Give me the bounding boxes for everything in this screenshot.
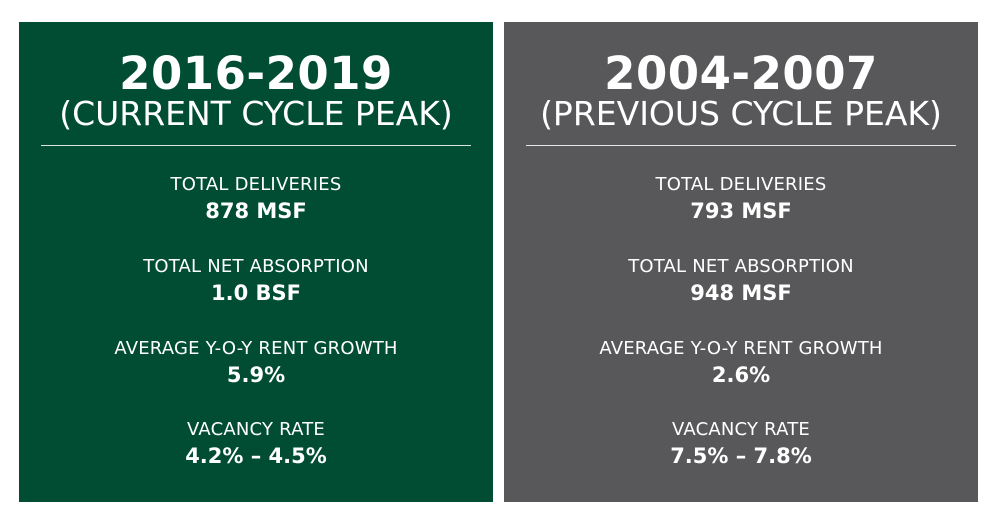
stat-vacancy-rate: VACANCY RATE 4.2% – 4.5%	[19, 419, 493, 469]
panel-year-range: 2004-2007	[604, 47, 878, 100]
stat-total-deliveries: TOTAL DELIVERIES 793 MSF	[504, 174, 978, 224]
panel-subtitle: (CURRENT CYCLE PEAK)	[59, 94, 453, 133]
stat-value: 878 MSF	[205, 199, 307, 223]
stat-label: TOTAL NET ABSORPTION	[628, 256, 854, 277]
stat-vacancy-rate: VACANCY RATE 7.5% – 7.8%	[504, 419, 978, 469]
previous-cycle-panel: 2004-2007 (PREVIOUS CYCLE PEAK) TOTAL DE…	[504, 22, 978, 502]
stat-average-rent-growth: AVERAGE Y-O-Y RENT GROWTH 5.9%	[19, 338, 493, 388]
stat-label: VACANCY RATE	[672, 419, 810, 440]
stat-average-rent-growth: AVERAGE Y-O-Y RENT GROWTH 2.6%	[504, 338, 978, 388]
stat-value: 1.0 BSF	[211, 281, 301, 305]
stat-label: TOTAL DELIVERIES	[170, 174, 342, 195]
stat-label: AVERAGE Y-O-Y RENT GROWTH	[114, 338, 398, 359]
stat-total-deliveries: TOTAL DELIVERIES 878 MSF	[19, 174, 493, 224]
current-cycle-panel: 2016-2019 (CURRENT CYCLE PEAK) TOTAL DEL…	[19, 22, 493, 502]
stat-value: 4.2% – 4.5%	[185, 444, 327, 468]
stat-value: 5.9%	[226, 363, 286, 387]
stat-value: 2.6%	[711, 363, 771, 387]
stat-label: TOTAL NET ABSORPTION	[143, 256, 369, 277]
stat-value: 793 MSF	[690, 199, 792, 223]
stat-label: AVERAGE Y-O-Y RENT GROWTH	[599, 338, 883, 359]
panel-subtitle: (PREVIOUS CYCLE PEAK)	[540, 94, 942, 133]
stat-value: 948 MSF	[690, 281, 792, 305]
panel-divider	[526, 145, 956, 146]
stat-total-net-absorption: TOTAL NET ABSORPTION 1.0 BSF	[19, 256, 493, 306]
stat-total-net-absorption: TOTAL NET ABSORPTION 948 MSF	[504, 256, 978, 306]
stat-label: TOTAL DELIVERIES	[655, 174, 827, 195]
stat-label: VACANCY RATE	[187, 419, 325, 440]
panel-divider	[41, 145, 471, 146]
stat-value: 7.5% – 7.8%	[670, 444, 812, 468]
panel-year-range: 2016-2019	[119, 47, 393, 100]
